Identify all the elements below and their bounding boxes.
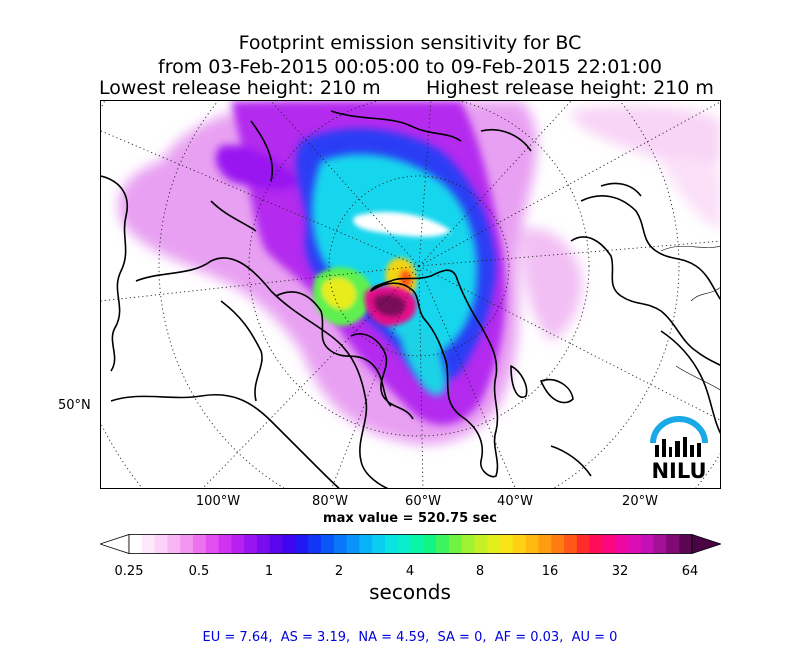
colorbar-bin	[564, 534, 578, 554]
colorbar-bin	[487, 534, 501, 554]
colorbar-bin	[154, 534, 168, 554]
colorbar-bin	[333, 534, 347, 554]
colorbar-bin	[384, 534, 399, 554]
lowest-release-height: Lowest release height: 210 m	[99, 77, 381, 99]
colorbar-bin	[180, 534, 194, 554]
colorbar-bin	[282, 534, 296, 554]
colorbar-bin	[576, 534, 591, 554]
colorbar-tick-0.25: 0.25	[114, 564, 144, 579]
colorbar-bin	[410, 534, 424, 554]
colorbar-tick-8: 8	[475, 564, 485, 579]
colorbar-bin	[423, 534, 437, 554]
colorbar-bin	[269, 534, 283, 554]
colorbar-bin	[448, 534, 463, 554]
colorbar-bin	[231, 534, 245, 554]
sensitivity-map: NILU	[100, 100, 721, 489]
colorbar-frame	[128, 534, 693, 554]
colorbar-bin	[372, 534, 386, 554]
plume-hotspot	[364, 285, 417, 326]
colorbar-bin	[615, 534, 629, 554]
colorbar-bin	[666, 534, 680, 554]
colorbar-bin	[192, 534, 207, 554]
max-value-label: max value = 520.75 sec	[323, 511, 497, 526]
colorbar	[100, 534, 721, 554]
country-borders	[660, 246, 720, 391]
colorbar-bin	[538, 534, 552, 554]
colorbar-bin	[244, 534, 258, 554]
map-canvas	[101, 101, 720, 488]
colorbar-bin	[308, 534, 322, 554]
lon-label-60w: 60°W	[405, 494, 441, 509]
colorbar-tick-32: 32	[611, 564, 629, 579]
colorbar-tick-4: 4	[405, 564, 415, 579]
colorbar-unit-label: seconds	[369, 580, 451, 604]
colorbar-tick-1: 1	[264, 564, 274, 579]
colorbar-bin	[346, 534, 360, 554]
colorbar-bin	[129, 534, 143, 554]
coastlines	[101, 110, 720, 488]
colorbar-bin	[512, 534, 527, 554]
lon-label-80w: 80°W	[312, 494, 348, 509]
colorbar-bin	[628, 534, 642, 554]
highest-release-height: Highest release height: 210 m	[426, 77, 714, 99]
colorbar-bin	[320, 534, 335, 554]
nilu-arc-icon	[650, 416, 708, 457]
colorbar-bin	[167, 534, 181, 554]
colorbar-bin	[461, 534, 475, 554]
colorbar-bin	[359, 534, 373, 554]
colorbar-extend-low	[100, 534, 130, 554]
colorbar-bin	[397, 534, 411, 554]
lon-label-100w: 100°W	[195, 494, 241, 509]
colorbar-bin	[679, 534, 693, 554]
colorbar-bin	[640, 534, 655, 554]
colorbar-tick-64: 64	[681, 564, 699, 579]
colorbar-bin	[436, 534, 450, 554]
colorbar-bin	[602, 534, 616, 554]
colorbar-tick-16: 16	[541, 564, 559, 579]
colorbar-bin	[218, 534, 232, 554]
lon-label-20w: 20°W	[622, 494, 658, 509]
colorbar-bin	[589, 534, 603, 554]
lat-label-50n: 50°N	[58, 398, 91, 413]
colorbar-bin	[474, 534, 488, 554]
plot-title: Footprint emission sensitivity for BC	[238, 32, 582, 54]
colorbar-bin	[653, 534, 667, 554]
colorbar-bin	[500, 534, 514, 554]
colorbar-tick-0.5: 0.5	[188, 564, 210, 579]
colorbar-bin	[295, 534, 309, 554]
colorbar-tick-2: 2	[334, 564, 344, 579]
colorbar-bin	[525, 534, 539, 554]
plot-date-range: from 03-Feb-2015 00:05:00 to 09-Feb-2015…	[158, 56, 662, 78]
nilu-logo-text: NILU	[651, 459, 707, 483]
region-summary: EU = 7.64, AS = 3.19, NA = 4.59, SA = 0,…	[202, 630, 618, 645]
colorbar-bin	[205, 534, 219, 554]
colorbar-bin	[141, 534, 155, 554]
colorbar-bin	[551, 534, 565, 554]
graticule	[101, 101, 720, 488]
plume-white-core	[353, 211, 451, 237]
colorbar-bin	[256, 534, 271, 554]
nilu-logo: NILU	[645, 413, 713, 485]
colorbar-extend-high	[691, 534, 721, 554]
lon-label-40w: 40°W	[497, 494, 533, 509]
